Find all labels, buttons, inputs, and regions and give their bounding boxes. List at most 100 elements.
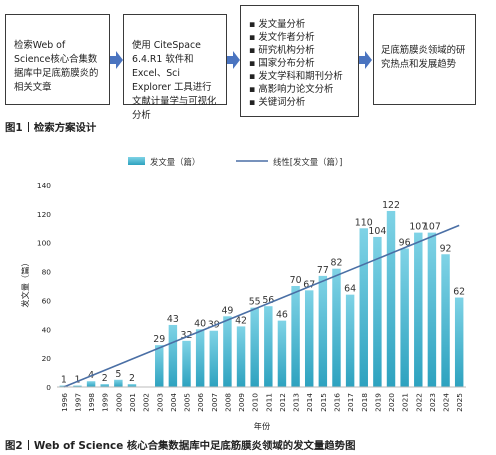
x-tick-label: 1997 — [73, 393, 82, 412]
analysis-item: 发文学科和期刊分析 — [249, 70, 342, 83]
bar — [277, 320, 287, 387]
x-tick-label: 2025 — [455, 393, 464, 412]
legend-bar-swatch — [128, 157, 145, 165]
x-tick-label: 2015 — [319, 393, 328, 412]
bar — [73, 385, 82, 387]
linear-trendline — [63, 224, 460, 388]
y-axis: 0 20 40 60 80 100 120 140 — [37, 181, 51, 392]
x-tick-label: 2017 — [346, 393, 355, 412]
analysis-item: 发文量分析 — [249, 18, 343, 31]
bar — [291, 286, 300, 387]
analysis-item: 发文作者分析 — [249, 31, 343, 44]
bar — [86, 381, 96, 387]
bar-data-label: 67 — [303, 279, 315, 290]
analysis-list: 发文量分析 发文作者分析 研究机构分析 国家分布分析 发文学科和期刊分析 高影响… — [249, 18, 343, 109]
flow-box-analysis-tools: 使用 CiteSpace 6.4.R1 软件和 Excel、Sci Explor… — [123, 14, 227, 121]
x-tick-label: 2014 — [305, 393, 314, 412]
y-axis-title: 发文量（篇） — [20, 258, 30, 307]
right-arrow-icon — [110, 51, 123, 69]
bar — [304, 290, 314, 387]
analysis-item: 关键词分析 — [249, 96, 343, 109]
bar-data-label: 29 — [153, 334, 165, 345]
x-tick-label: 2006 — [196, 393, 205, 412]
bar-data-label: 46 — [276, 310, 288, 321]
bar-data-label: 2 — [102, 373, 108, 384]
legend-line-label: 线性[发文量（篇）] — [273, 157, 342, 167]
flow-box-tools-text: 使用 CiteSpace 6.4.R1 软件和 Excel、Sci Explor… — [132, 40, 217, 121]
x-tick-label: 2016 — [332, 393, 341, 412]
x-tick-label: 2011 — [264, 393, 273, 412]
x-axis-title: 年份 — [254, 421, 270, 431]
bar-data-label: 104 — [368, 226, 386, 237]
right-arrow-icon — [359, 51, 372, 69]
y-tick-label: 120 — [37, 210, 51, 219]
bar-data-label: 107 — [409, 222, 427, 233]
x-tick-label: 2020 — [387, 393, 396, 412]
figure2-caption-text: Web of Science 核心合集数据库中足底筋膜炎领域的发文量趋势图 — [33, 440, 356, 452]
bar — [427, 232, 437, 387]
bar — [223, 316, 232, 387]
chart-legend: 发文量（篇） 线性[发文量（篇）] — [128, 157, 342, 167]
y-tick-label: 40 — [42, 325, 52, 334]
x-tick-label: 2021 — [401, 393, 410, 412]
legend-bar-label: 发文量（篇） — [150, 157, 200, 167]
bar-data-label: 64 — [344, 284, 356, 295]
bar — [250, 307, 259, 387]
bar-data-label: 82 — [331, 258, 343, 269]
x-tick-label: 2003 — [155, 393, 164, 412]
bar-data-label: 40 — [194, 318, 206, 329]
bar-data-label: 32 — [181, 330, 193, 341]
bar — [114, 379, 123, 387]
trendline — [63, 224, 460, 388]
x-tick-label: 2001 — [128, 393, 137, 412]
bar — [236, 326, 246, 387]
flow-box-analysis-list: 发文量分析 发文作者分析 研究机构分析 国家分布分析 发文学科和期刊分析 高影响… — [240, 5, 359, 117]
x-tick-label: 2019 — [373, 393, 382, 412]
bar — [386, 210, 396, 387]
bar — [359, 228, 368, 387]
x-tick-label: 2004 — [169, 393, 178, 412]
y-tick-label: 140 — [37, 181, 51, 190]
right-arrow-icon — [227, 51, 240, 69]
flow-box-search-text: 检索Web of Science核心合集数据库中足底筋膜炎的相关文章 — [14, 40, 99, 93]
bar-data-label: 5 — [115, 369, 121, 380]
x-tick-label: 2012 — [278, 393, 287, 412]
bar-data-label: 1 — [74, 375, 80, 386]
bar — [182, 340, 191, 387]
x-tick-label: 2000 — [114, 393, 123, 412]
bar — [318, 275, 328, 387]
x-tick-label: 2008 — [223, 393, 232, 412]
analysis-item: 国家分布分析 — [249, 57, 343, 70]
bar — [414, 232, 423, 387]
bar — [345, 294, 355, 387]
bar — [127, 384, 137, 387]
bar-data-label: 92 — [440, 243, 452, 254]
y-tick-label: 60 — [42, 296, 52, 305]
bar — [100, 384, 109, 387]
bar-data-label: 77 — [317, 265, 329, 276]
figure1-caption: 图1 检索方案设计 — [5, 119, 96, 134]
bar — [441, 254, 450, 387]
bar-data-label: 56 — [262, 295, 274, 306]
bar-data-label: 70 — [290, 275, 302, 286]
x-tick-label: 2023 — [428, 393, 437, 412]
data-labels: 1142522943324039494255564670677782641101… — [61, 200, 465, 386]
figure1-flow-diagram: 检索Web of Science核心合集数据库中足底筋膜炎的相关文章 使用 Ci… — [0, 0, 496, 135]
bar-data-label: 62 — [453, 287, 465, 298]
x-tick-label: 2024 — [442, 393, 451, 412]
bar — [332, 268, 341, 387]
bar-data-label: 43 — [167, 314, 179, 325]
x-tick-label: 2010 — [251, 393, 260, 412]
bar-data-label: 55 — [249, 297, 261, 308]
bar — [400, 248, 409, 387]
flow-box-result-text: 足底筋膜炎领域的研究热点和发展趋势 — [381, 45, 466, 70]
bar-data-label: 49 — [221, 305, 233, 316]
bar — [168, 324, 178, 387]
bar-series — [59, 210, 464, 387]
bar — [195, 329, 205, 387]
x-tick-label: 2018 — [360, 393, 369, 412]
bar-data-label: 42 — [235, 315, 247, 326]
flow-box-result: 足底筋膜炎领域的研究热点和发展趋势 — [373, 14, 476, 105]
bar-data-label: 110 — [355, 217, 373, 228]
